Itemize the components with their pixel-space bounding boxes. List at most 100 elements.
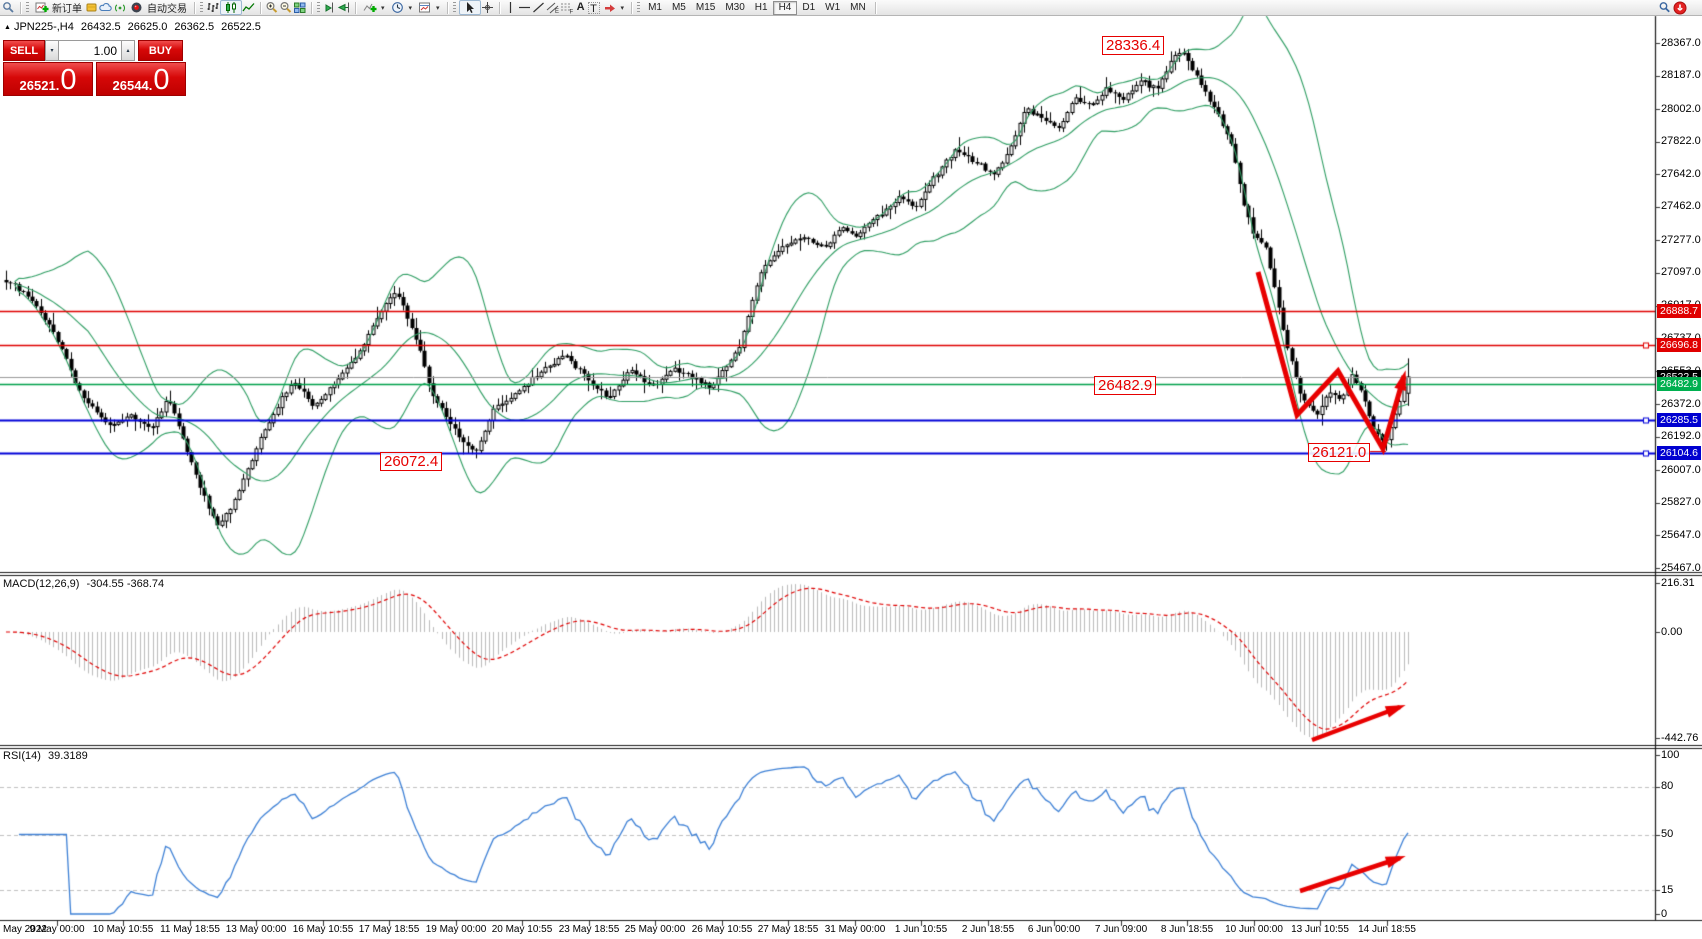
indicators-caret-icon: ▾ — [381, 4, 385, 12]
equidistant-channel-tool-icon[interactable]: E — [546, 1, 560, 14]
timeframe-w1[interactable]: W1 — [825, 1, 841, 13]
cloud-icon[interactable] — [99, 1, 113, 14]
label-tool-icon[interactable]: T — [587, 1, 600, 15]
timeframe-mn[interactable]: MN — [850, 1, 866, 13]
auto-trading-label: 自动交易 — [147, 4, 187, 15]
vertical-line-tool-icon[interactable] — [504, 1, 518, 14]
timeframe-d1[interactable]: D1 — [802, 1, 816, 13]
search-icon[interactable] — [2, 1, 16, 14]
timeframe-m1[interactable]: M1 — [648, 1, 662, 13]
indicators-icon — [363, 1, 377, 14]
auto-scroll-icon[interactable] — [337, 1, 351, 14]
time-axis-label: 10 Jun 00:00 — [1225, 924, 1283, 935]
rsi-axis-tick: 15 — [1661, 883, 1674, 896]
price-axis-tick: 25647.0 — [1661, 528, 1701, 541]
line-chart-icon[interactable] — [242, 1, 256, 14]
text-tool-icon[interactable]: A — [576, 1, 585, 13]
timeframe-h4[interactable]: H4 — [772, 0, 798, 15]
channel-letter: E — [555, 9, 559, 14]
buy-price-main: 26544 — [112, 78, 149, 93]
rsi-name: RSI(14) — [3, 750, 41, 762]
history-gold-icon[interactable] — [85, 1, 99, 14]
tile-windows-icon[interactable] — [293, 1, 307, 14]
time-axis-label: 2 Jun 18:55 — [961, 924, 1015, 935]
macd-axis-tick: 216.31 — [1661, 576, 1695, 589]
time-axis-label: 9 May 00:00 — [29, 924, 85, 935]
crosshair-icon[interactable] — [481, 1, 495, 14]
rsi-axis-tick: 80 — [1661, 780, 1674, 793]
time-axis-label: 27 May 18:55 — [757, 924, 819, 935]
price-annotation[interactable]: 26482.9 — [1094, 376, 1157, 395]
periods-button[interactable]: ▾ — [388, 1, 416, 15]
macd-values: -304.55 -368.74 — [86, 578, 165, 590]
trendline-tool-icon[interactable] — [532, 1, 546, 14]
toolbar-search-icon[interactable] — [1658, 1, 1672, 14]
buy-price-big-digit: 0 — [153, 64, 170, 96]
time-axis-year-label: May 2022 — [3, 924, 47, 935]
time-axis-label: 1 Jun 10:55 — [894, 924, 948, 935]
chart-title: ▲ JPN225-,H4 26432.5 26625.0 26362.5 26522.5 — [4, 21, 263, 33]
indicators-button[interactable]: ▾ — [360, 1, 388, 15]
volume-decrease-button[interactable]: ▾ — [45, 40, 59, 61]
sell-button[interactable]: SELL — [3, 40, 45, 61]
price-annotation[interactable]: 28336.4 — [1102, 36, 1165, 55]
sell-price-main: 26521 — [19, 78, 56, 93]
price-annotation[interactable]: 26121.0 — [1308, 443, 1371, 462]
zoom-out-icon[interactable] — [279, 1, 293, 14]
price-annotation[interactable]: 26072.4 — [380, 452, 443, 471]
rsi-value: 39.3189 — [47, 750, 88, 762]
collapse-panel-icon[interactable]: ▲ — [4, 24, 11, 31]
bar-chart-icon[interactable] — [206, 1, 220, 14]
symbol-period: JPN225-,H4 — [13, 21, 74, 33]
sell-price[interactable]: 26521. 0 — [3, 62, 93, 96]
timeframe-group: M1 M5 M15 M30 H1 H4 D1 W1 MN — [643, 0, 871, 15]
fibo-letter: F — [569, 10, 573, 15]
price-axis-tick: 26372.0 — [1661, 397, 1701, 410]
signal-icon[interactable] — [113, 1, 127, 14]
price-axis-tick: 27277.0 — [1661, 233, 1701, 246]
price-axis-tick: 27822.0 — [1661, 135, 1701, 148]
cursor-icon — [463, 1, 477, 14]
rsi-axis-tick: 50 — [1661, 828, 1674, 840]
arrows-caret-icon: ▾ — [620, 4, 625, 12]
arrows-tool-button[interactable]: ▾ — [600, 1, 628, 15]
candlestick-chart-button[interactable] — [220, 0, 242, 15]
notification-icon[interactable] — [1672, 1, 1687, 15]
new-order-button[interactable]: 新订单 — [32, 1, 85, 15]
rsi-axis-tick: 100 — [1661, 748, 1680, 761]
price-badge: 26285.5 — [1657, 412, 1701, 427]
timeframe-m30[interactable]: M30 — [725, 1, 745, 13]
volume-increase-button[interactable]: ▴ — [121, 40, 135, 61]
auto-trading-icon — [130, 1, 144, 14]
candlestick-icon — [224, 1, 238, 14]
sell-price-dot: . — [55, 78, 60, 93]
time-axis-label: 8 Jun 18:55 — [1160, 924, 1214, 935]
cursor-tool-button[interactable] — [458, 0, 481, 15]
templates-button[interactable]: ▾ — [415, 1, 443, 15]
zoom-in-icon[interactable] — [265, 1, 279, 14]
ohlc-close: 26522.5 — [221, 21, 261, 33]
time-axis-label: 6 Jun 00:00 — [1027, 924, 1081, 935]
auto-trading-button[interactable]: 自动交易 — [127, 1, 190, 15]
template-icon — [418, 1, 432, 14]
price-axis-tick: 27097.0 — [1661, 266, 1701, 279]
new-order-label: 新订单 — [52, 4, 82, 15]
timeframe-m5[interactable]: M5 — [671, 1, 686, 13]
timeframe-m15[interactable]: M15 — [695, 1, 716, 13]
buy-price[interactable]: 26544. 0 — [96, 62, 186, 96]
price-axis-tick: 27462.0 — [1661, 200, 1701, 213]
price-badge: 26888.7 — [1657, 303, 1701, 318]
horizontal-line-tool-icon[interactable] — [518, 1, 532, 14]
price-axis-tick: 27642.0 — [1661, 167, 1701, 180]
price-axis-tick: 25467.0 — [1661, 561, 1701, 574]
fibonacci-tool-icon[interactable]: F — [560, 1, 574, 14]
timeframe-h1[interactable]: H1 — [754, 1, 768, 13]
price-axis-tick: 26007.0 — [1661, 463, 1701, 476]
chart-shift-icon[interactable] — [323, 1, 337, 14]
ohlc-high: 26625.0 — [127, 21, 168, 33]
volume-input[interactable]: 1.00 — [59, 40, 121, 61]
periods-caret-icon: ▾ — [408, 4, 413, 12]
macd-name: MACD(12,26,9) — [3, 578, 80, 590]
buy-button[interactable]: BUY — [138, 40, 183, 61]
